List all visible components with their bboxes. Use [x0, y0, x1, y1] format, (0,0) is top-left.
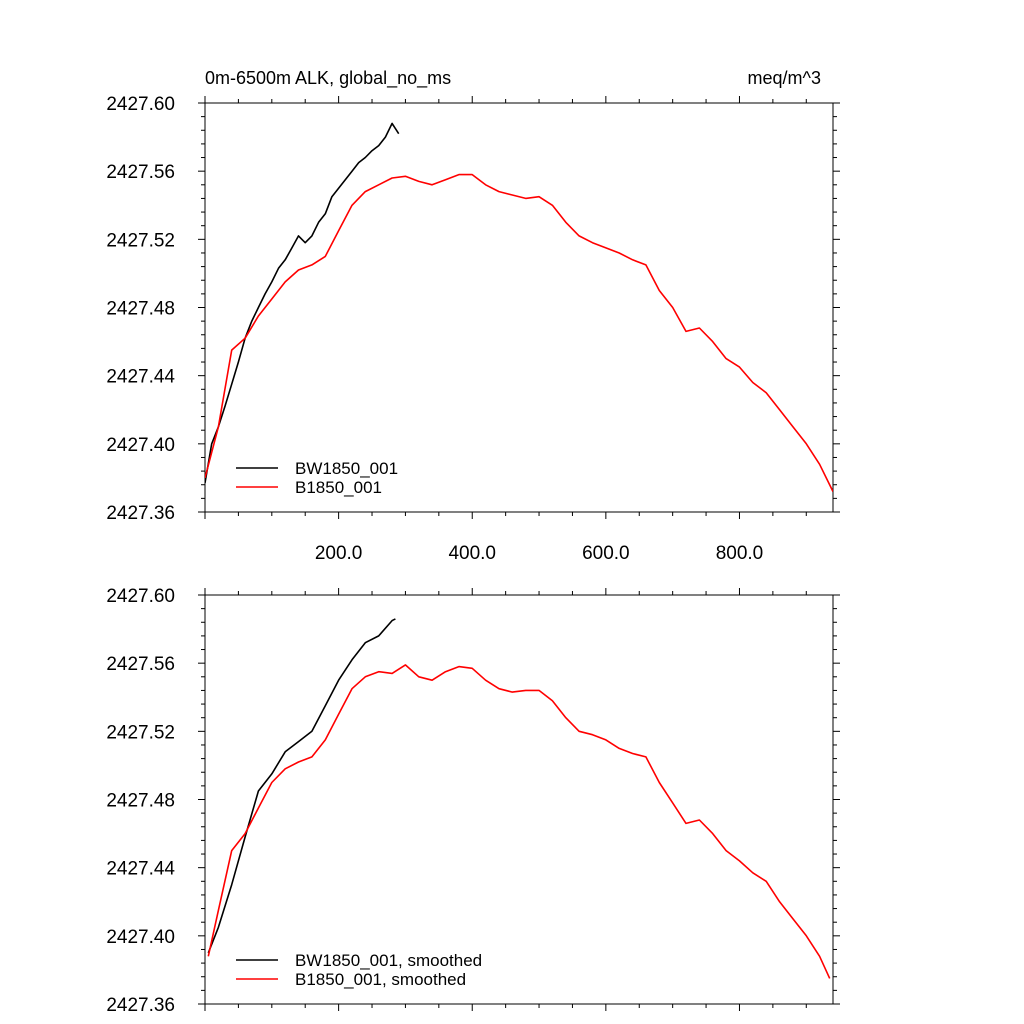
- y-tick-label: 2427.44: [106, 367, 175, 388]
- top-panel: 2427.36 2427.40 2427.44 2427.48 2427.52 2427.…: [106, 68, 840, 564]
- series-line-0: [207, 618, 396, 954]
- y-tick-label: 2427.56: [106, 162, 175, 183]
- series-line-1: [207, 664, 831, 979]
- y-tick-label: 2427.52: [106, 722, 175, 743]
- chart-title-left: 0m-6500m ALK, global_no_ms: [205, 68, 451, 89]
- x-tick-label: 200.0: [315, 543, 363, 564]
- x-tick-label: 400.0: [448, 543, 496, 564]
- y-tick-label: 2427.56: [106, 654, 175, 675]
- y-tick-label: 2427.44: [106, 859, 175, 880]
- y-tick-label: 2427.36: [106, 503, 175, 524]
- y-tick-label: 2427.48: [106, 791, 175, 812]
- bottom-panel: 2427.36 2427.40 2427.44 2427.48 2427.52 2427.…: [106, 586, 840, 1016]
- legend-label: BW1850_001: [295, 459, 398, 478]
- plot-frame: [204, 102, 834, 513]
- y-tick-label: 2427.60: [106, 94, 175, 115]
- y-tick-label: 2427.52: [106, 230, 175, 251]
- legend-label: BW1850_001, smoothed: [295, 951, 482, 970]
- y-tick-label: 2427.60: [106, 586, 175, 607]
- x-tick-label: 800.0: [716, 543, 764, 564]
- plot-frame: [204, 594, 834, 1005]
- series-line-1: [205, 173, 833, 492]
- legend-label: B1850_001, smoothed: [295, 970, 466, 989]
- y-tick-label: 2427.40: [106, 435, 175, 456]
- y-tick-label: 2427.40: [106, 927, 175, 948]
- x-tick-label: 600.0: [582, 543, 630, 564]
- y-tick-label: 2427.48: [106, 299, 175, 320]
- chart-title-right: meq/m^3: [748, 68, 821, 88]
- y-tick-label: 2427.36: [106, 995, 175, 1016]
- series-line-0: [205, 122, 400, 484]
- legend-label: B1850_001: [295, 478, 382, 497]
